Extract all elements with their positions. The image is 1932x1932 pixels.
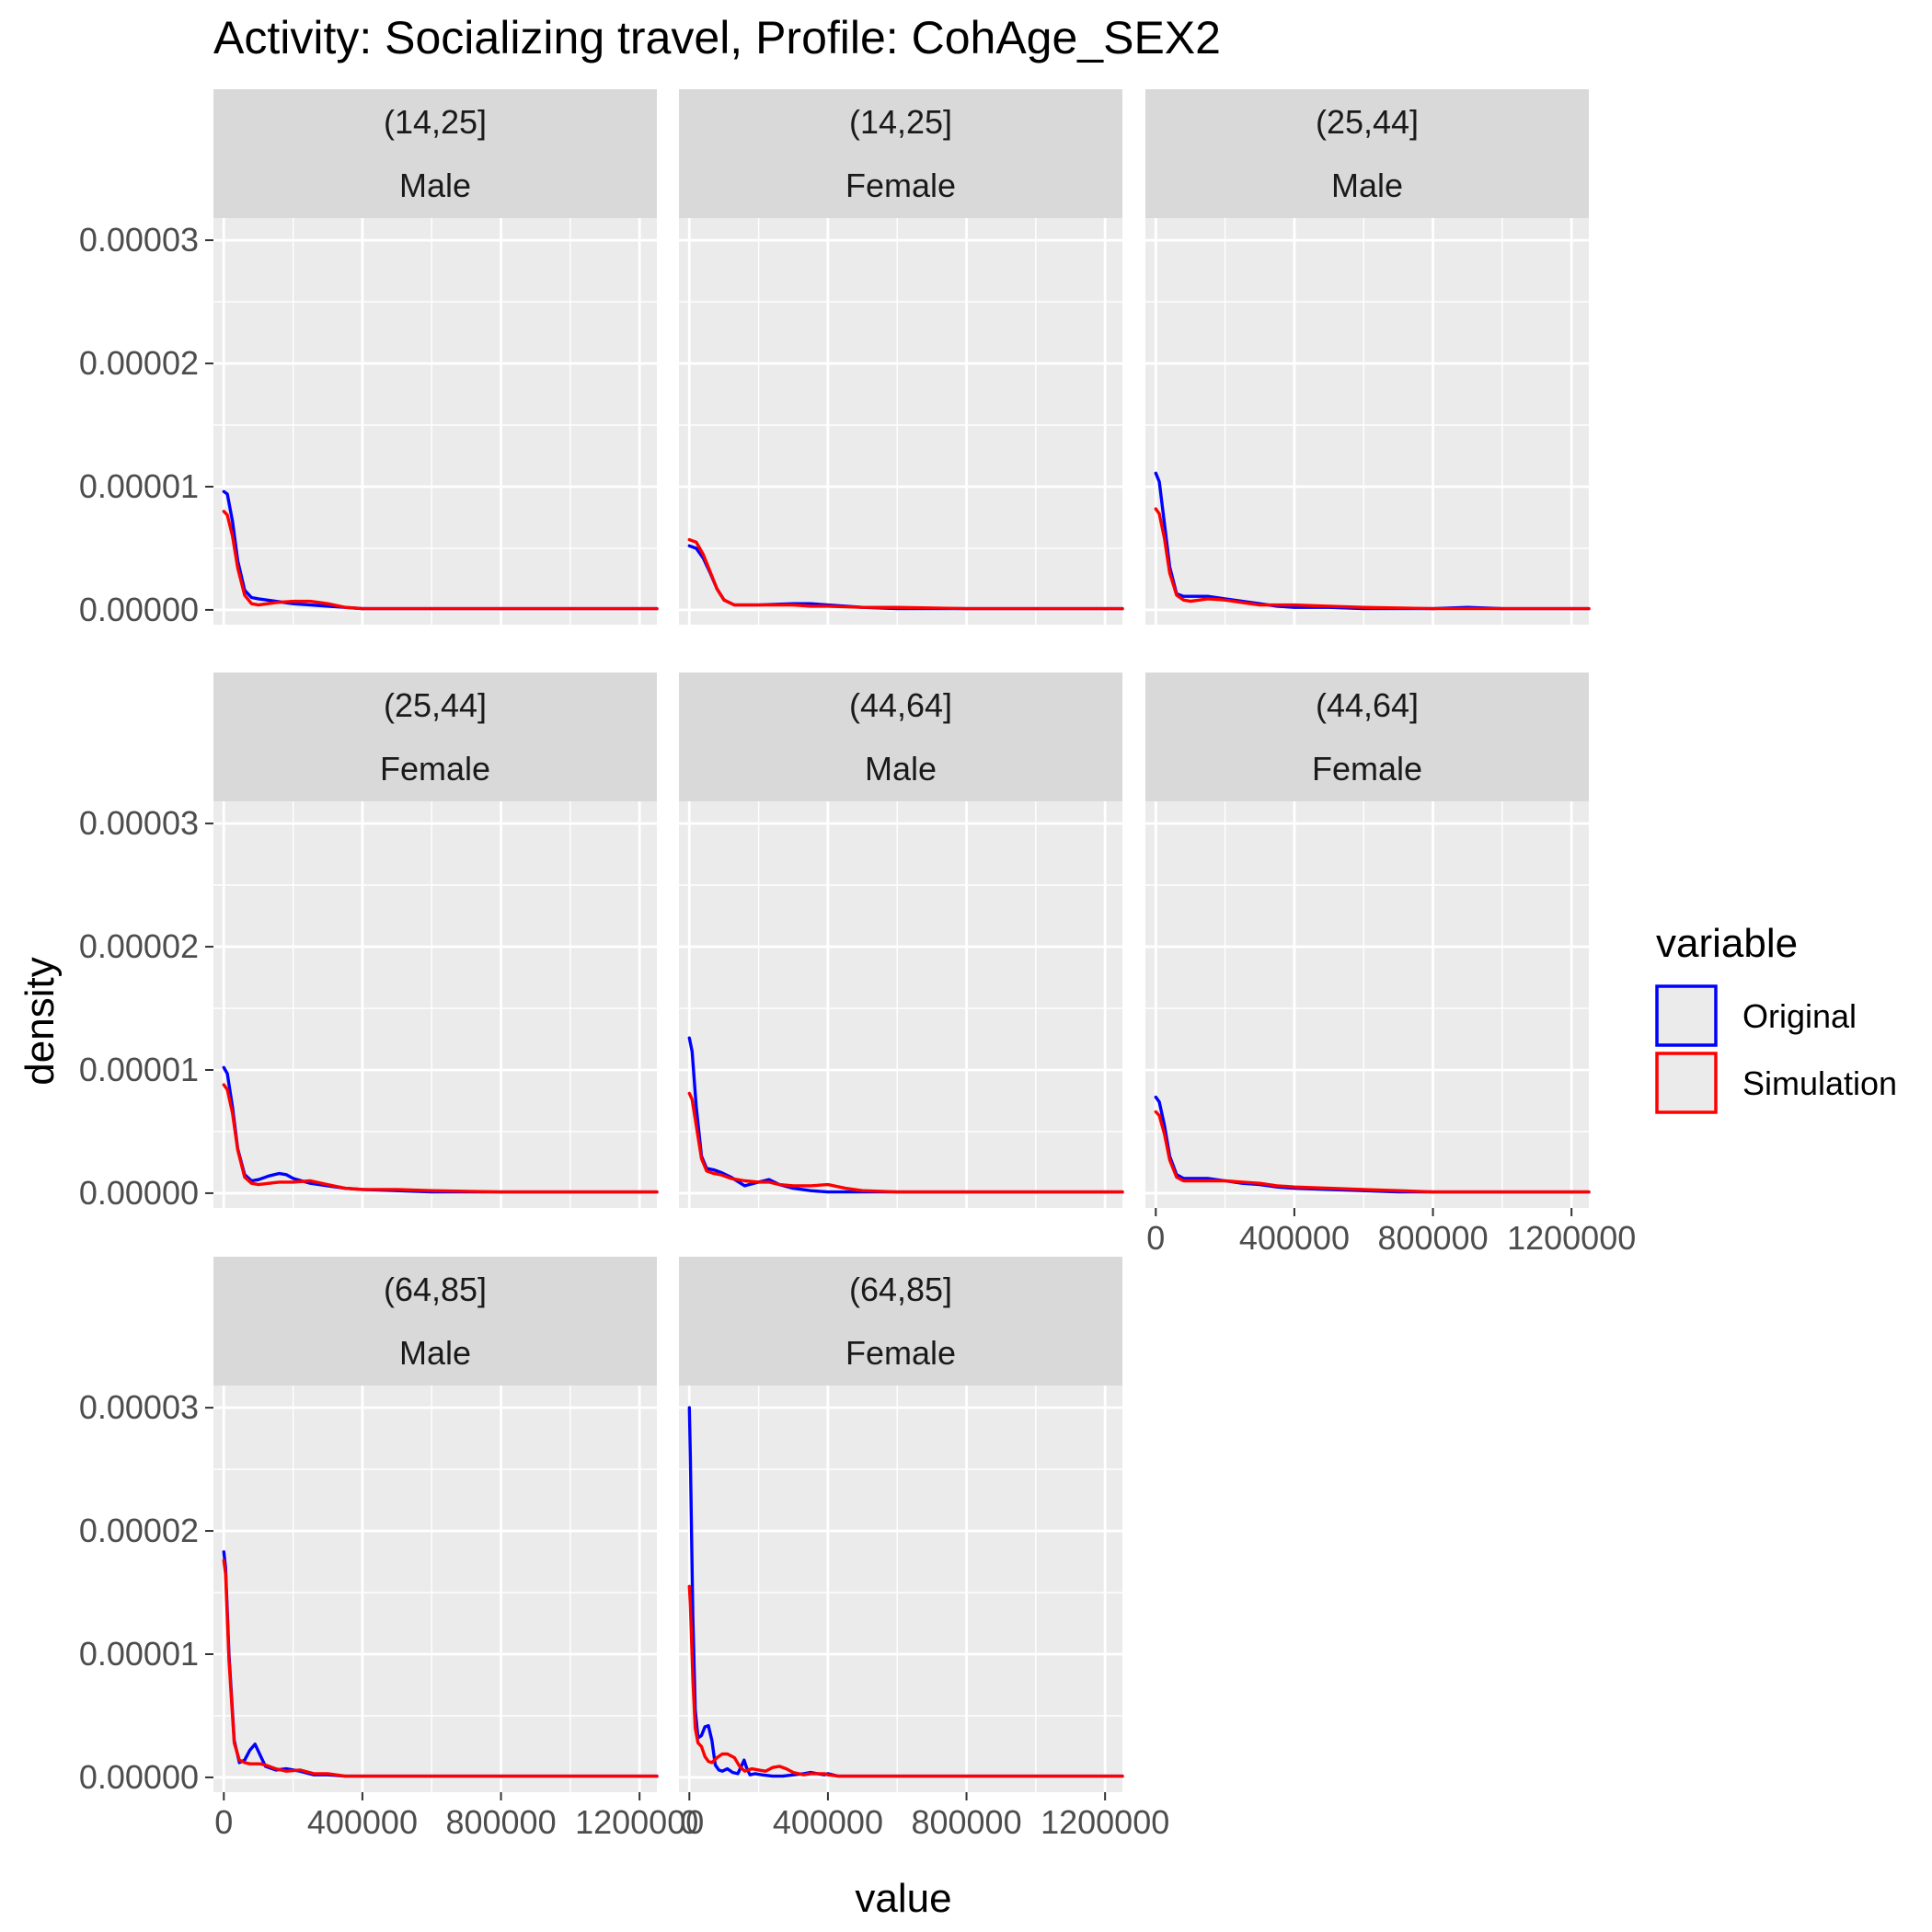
plot-background: [679, 1386, 1122, 1792]
density-line-simulation: [222, 1558, 659, 1778]
facet-panels: (14,25]Male0.000000.000010.000020.00003(…: [79, 89, 1636, 1841]
y-tick-label: 0.00002: [79, 927, 199, 965]
facet-strip: [1145, 89, 1589, 218]
facet-strip-age-label: (44,64]: [849, 686, 952, 724]
facet-panel: (64,85] Male 0.00000 0.00001 0.00002 0.00003 0…: [79, 1257, 704, 1841]
facet-strip: [213, 673, 657, 801]
x-tick-label: 0: [680, 1803, 698, 1841]
facet-strip: [679, 673, 1122, 801]
facet-strip-age-label: (14,25]: [384, 103, 487, 141]
facet-strip-sex-label: Male: [399, 167, 471, 204]
x-tick-label: 1200000: [1507, 1219, 1636, 1257]
facet-panel: (14,25] Male 0.00000 0.00001 0.00002 0.00003: [79, 89, 659, 628]
facet-strip: [213, 89, 657, 218]
y-axis-title: density: [17, 957, 63, 1085]
facet-strip-age-label: (25,44]: [1316, 103, 1419, 141]
y-tick-label: 0.00001: [79, 467, 199, 505]
y-tick-label: 0.00000: [79, 591, 199, 628]
x-tick-label: 800000: [1377, 1219, 1488, 1257]
density-line-simulation: [687, 1091, 1124, 1194]
facet-strip-sex-label: Female: [1312, 750, 1422, 788]
plot-background: [213, 801, 657, 1208]
legend: variable Original Simulation: [1655, 921, 1897, 1114]
density-line-simulation: [687, 537, 1124, 611]
facet-strip-age-label: (14,25]: [849, 103, 952, 141]
x-tick-label: 0: [214, 1803, 233, 1841]
facet-panel: (14,25] Female: [679, 89, 1124, 625]
legend-key-simulation: [1655, 1052, 1718, 1114]
y-tick-label: 0.00000: [79, 1174, 199, 1212]
facet-strip-age-label: (44,64]: [1316, 686, 1419, 724]
density-line-simulation: [222, 510, 659, 611]
y-tick-label: 0.00003: [79, 804, 199, 842]
x-tick-label: 400000: [1239, 1219, 1350, 1257]
y-tick-label: 0.00000: [79, 1758, 199, 1796]
facet-strip-sex-label: Female: [380, 750, 490, 788]
legend-title: variable: [1656, 921, 1798, 966]
facet-panel: (25,44] Male: [1145, 89, 1591, 625]
chart-title: Activity: Socializing travel, Profile: C…: [213, 12, 1221, 63]
legend-key-original: [1655, 984, 1718, 1047]
x-tick-label: 400000: [307, 1803, 418, 1841]
density-line-simulation: [222, 1083, 659, 1194]
facet-panel: (64,85] Female 0 400000 800000 1200000: [679, 1257, 1169, 1841]
legend-item-original: Original: [1655, 984, 1857, 1047]
y-tick-label: 0.00002: [79, 1512, 199, 1549]
facet-strip: [1145, 673, 1589, 801]
x-tick-label: 800000: [445, 1803, 556, 1841]
density-line-simulation: [687, 1584, 1124, 1778]
facet-panel: (44,64] Male: [679, 673, 1124, 1208]
plot-background: [213, 1386, 657, 1792]
plot-background: [213, 218, 657, 625]
facet-strip-sex-label: Male: [1331, 167, 1403, 204]
legend-item-simulation: Simulation: [1655, 1052, 1897, 1114]
facet-strip-age-label: (64,85]: [384, 1271, 487, 1308]
plot-background: [1145, 801, 1589, 1208]
x-tick-label: 400000: [773, 1803, 883, 1841]
facet-strip-sex-label: Male: [865, 750, 937, 788]
x-axis-title: value: [855, 1876, 951, 1921]
density-line-simulation: [1154, 507, 1591, 611]
legend-label-simulation: Simulation: [1742, 1064, 1897, 1102]
facet-strip-sex-label: Female: [845, 167, 956, 204]
facet-strip: [679, 89, 1122, 218]
x-tick-label: 1200000: [575, 1803, 704, 1841]
legend-label-original: Original: [1742, 997, 1857, 1035]
facet-strip-age-label: (25,44]: [384, 686, 487, 724]
x-tick-label: 0: [1146, 1219, 1165, 1257]
y-tick-label: 0.00001: [79, 1051, 199, 1088]
plot-background: [679, 218, 1122, 625]
facet-strip-sex-label: Male: [399, 1334, 471, 1372]
y-tick-label: 0.00003: [79, 221, 199, 259]
plot-background: [679, 801, 1122, 1208]
y-tick-label: 0.00002: [79, 344, 199, 382]
facet-panel: (25,44] Female 0.00000 0.00001 0.00002 0.0000…: [79, 673, 659, 1212]
y-tick-label: 0.00003: [79, 1388, 199, 1426]
y-tick-label: 0.00001: [79, 1635, 199, 1673]
x-tick-label: 1200000: [1041, 1803, 1169, 1841]
x-tick-label: 800000: [911, 1803, 1021, 1841]
facet-strip-age-label: (64,85]: [849, 1271, 952, 1308]
facet-panel: (44,64] Female 0 400000 800000 1200000: [1145, 673, 1636, 1257]
facet-strip: [679, 1257, 1122, 1386]
plot-background: [1145, 218, 1589, 625]
facet-strip: [213, 1257, 657, 1386]
facet-strip-sex-label: Female: [845, 1334, 956, 1372]
density-line-simulation: [1154, 1110, 1591, 1194]
